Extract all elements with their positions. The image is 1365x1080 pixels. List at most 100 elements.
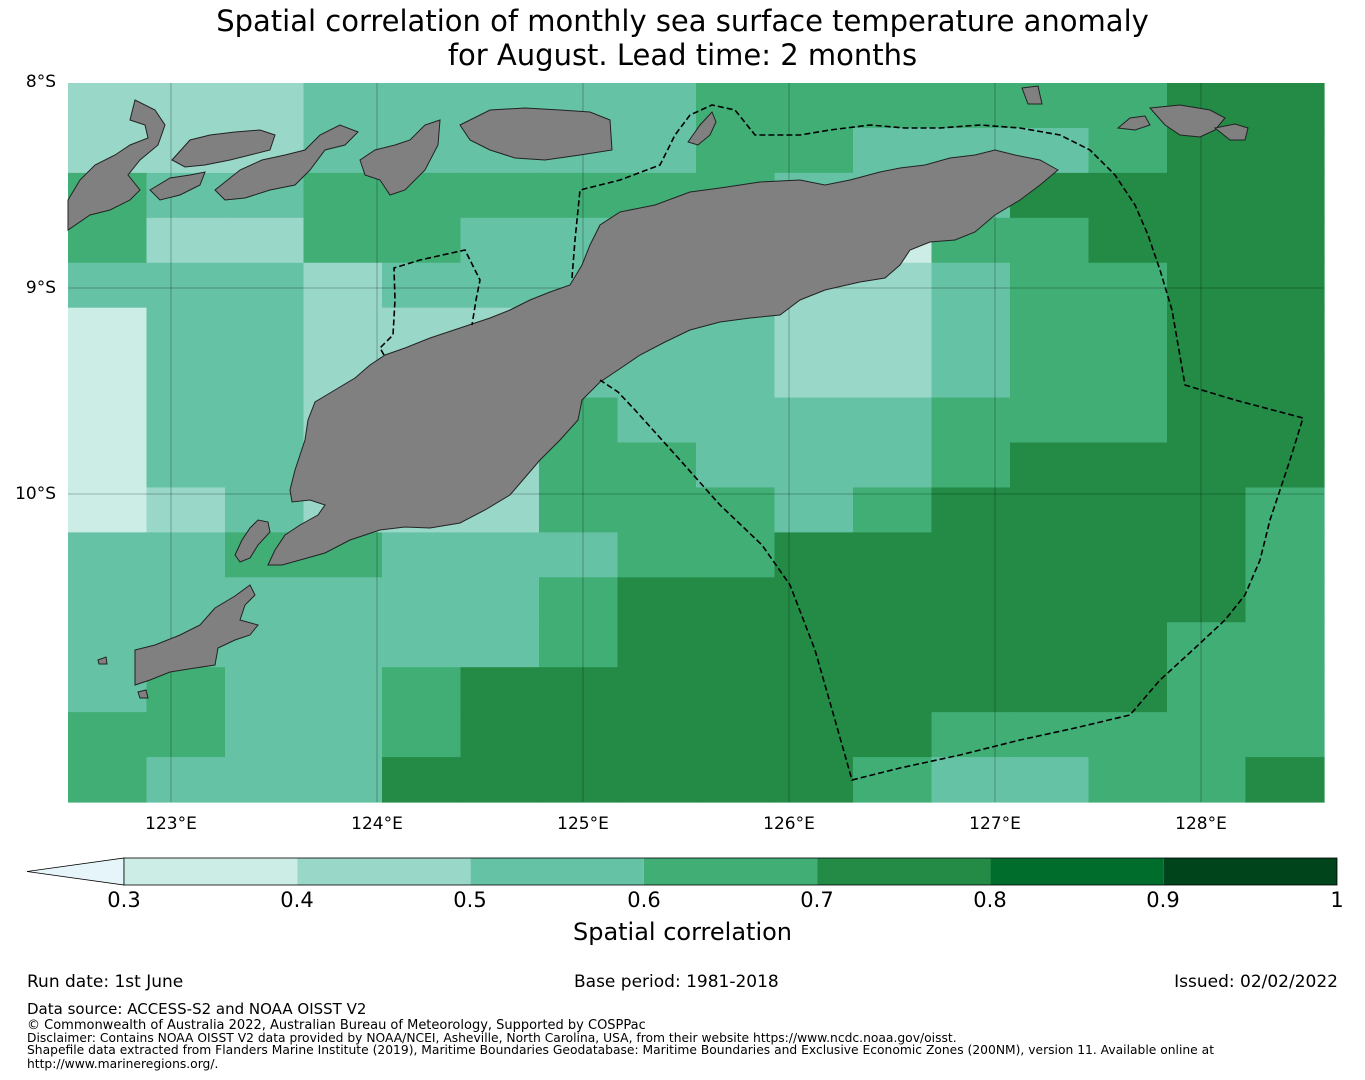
grid-cell bbox=[931, 487, 1011, 533]
colorbar-extend-arrow bbox=[26, 857, 125, 886]
grid-cell bbox=[1167, 172, 1247, 219]
grid-cell bbox=[931, 262, 1011, 309]
grid-cell bbox=[303, 577, 383, 623]
grid-cell bbox=[696, 352, 776, 399]
grid-cell bbox=[225, 757, 305, 803]
lon-label-126e: 126°E bbox=[763, 814, 815, 834]
colorbar-segment bbox=[124, 858, 298, 885]
grid-cell bbox=[696, 667, 776, 713]
lon-label-127e: 127°E bbox=[969, 814, 1021, 834]
grid-cell bbox=[382, 532, 462, 578]
wetar-east-island bbox=[1148, 104, 1226, 138]
grid-cell bbox=[303, 712, 383, 758]
lon-label-128e: 128°E bbox=[1175, 814, 1227, 834]
colorbar-tick-0.3: 0.3 bbox=[107, 888, 141, 912]
grid-cell bbox=[774, 667, 854, 713]
grid-cell bbox=[1010, 262, 1090, 309]
grid-cell bbox=[931, 307, 1011, 354]
colorbar-label: Spatial correlation bbox=[572, 918, 793, 946]
issued-date: Issued: 02/02/2022 bbox=[1174, 972, 1338, 992]
grid-cell bbox=[931, 667, 1011, 713]
data-source: Data source: ACCESS-S2 and NOAA OISST V2 bbox=[27, 1000, 367, 1018]
rote-island bbox=[134, 584, 259, 686]
grid-cell bbox=[931, 83, 1011, 129]
grid-cell bbox=[774, 442, 854, 489]
grid-cell bbox=[1245, 757, 1325, 803]
grid-cell bbox=[1167, 667, 1247, 713]
grid-cell bbox=[696, 397, 776, 444]
grid-cell bbox=[539, 622, 619, 668]
colorbar-segment bbox=[817, 858, 991, 885]
colorbar-tick-0.5: 0.5 bbox=[453, 888, 487, 912]
grid-cell bbox=[146, 352, 226, 399]
grid-cell bbox=[303, 307, 383, 354]
timor-leste-eez-north bbox=[571, 104, 1305, 781]
grid-cell bbox=[68, 397, 148, 444]
grid-cell bbox=[617, 622, 697, 668]
base-period: Base period: 1981-2018 bbox=[574, 972, 779, 992]
grid-cell bbox=[1010, 307, 1090, 354]
grid-cell bbox=[225, 262, 305, 309]
semau-island bbox=[234, 519, 271, 563]
grid-cell bbox=[617, 757, 697, 803]
grid-cell bbox=[696, 757, 776, 803]
grid-cell bbox=[1245, 307, 1325, 354]
grid-cell bbox=[774, 532, 854, 578]
grid-cell bbox=[460, 712, 540, 758]
grid-cell bbox=[696, 487, 776, 533]
grid-cell bbox=[1245, 532, 1325, 578]
grid-cell bbox=[1167, 487, 1247, 533]
grid-cell bbox=[460, 757, 540, 803]
grid-cell bbox=[774, 622, 854, 668]
grid-cell bbox=[68, 442, 148, 489]
grid-cell bbox=[539, 667, 619, 713]
grid-cell bbox=[1088, 487, 1168, 533]
grid-cell bbox=[1167, 532, 1247, 578]
grid-cell bbox=[460, 532, 540, 578]
grid-cell bbox=[1010, 397, 1090, 444]
grid-cell bbox=[68, 622, 148, 668]
grid-cell bbox=[1088, 712, 1168, 758]
grid-cell bbox=[774, 83, 854, 129]
grid-cell bbox=[539, 757, 619, 803]
grid-cell bbox=[1010, 712, 1090, 758]
grid-cell bbox=[1167, 622, 1247, 668]
grid-cell bbox=[774, 127, 854, 174]
grid-cell bbox=[1245, 622, 1325, 668]
grid-cell bbox=[617, 442, 697, 489]
grid-cell bbox=[617, 487, 697, 533]
ndao-island bbox=[97, 656, 108, 665]
grid-cell bbox=[1088, 757, 1168, 803]
grid-cell bbox=[1088, 307, 1168, 354]
grid-cell bbox=[68, 307, 148, 354]
colorbar-segment bbox=[470, 858, 644, 885]
grid-cell bbox=[382, 577, 462, 623]
grid-cell bbox=[303, 83, 383, 129]
grid-cell bbox=[853, 83, 933, 129]
grid-cell bbox=[68, 217, 148, 264]
colorbar-tick-0.6: 0.6 bbox=[627, 888, 661, 912]
grid-cell bbox=[303, 217, 383, 264]
grid-cell bbox=[617, 712, 697, 758]
timor-island bbox=[267, 149, 1059, 566]
colorbar-segment bbox=[990, 858, 1164, 885]
grid-cell bbox=[1245, 127, 1325, 174]
grid-cell bbox=[1010, 532, 1090, 578]
grid-cell bbox=[853, 757, 933, 803]
map-title-line2: for August. Lead time: 2 months bbox=[447, 38, 918, 72]
grid-cell bbox=[853, 487, 933, 533]
grid-cell bbox=[1088, 172, 1168, 219]
grid-cell bbox=[1010, 667, 1090, 713]
grid-cell bbox=[1167, 262, 1247, 309]
grid-cell bbox=[1245, 262, 1325, 309]
grid-cell bbox=[460, 667, 540, 713]
grid-cell bbox=[460, 262, 540, 309]
grid-cell bbox=[853, 532, 933, 578]
grid-cell bbox=[68, 532, 148, 578]
grid-cell bbox=[1167, 442, 1247, 489]
grid-cell bbox=[853, 397, 933, 444]
grid-cell bbox=[774, 352, 854, 399]
grid-cell bbox=[1245, 667, 1325, 713]
grid-cell bbox=[146, 397, 226, 444]
atauro-island bbox=[687, 111, 717, 146]
